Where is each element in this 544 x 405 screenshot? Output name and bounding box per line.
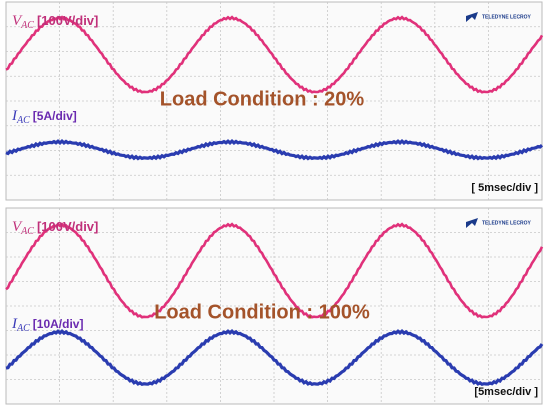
current-subscript: AC: [16, 323, 30, 334]
logo: TELEDYNE LECROY: [482, 220, 532, 226]
voltage-scale: [100V/div]: [37, 13, 98, 28]
voltage-subscript: AC: [20, 226, 34, 237]
current-subscript: AC: [16, 115, 30, 126]
timebase: [5msec/div ]: [474, 386, 538, 398]
scope-panel: VAC[100V/div]IAC[10A/div]Load Condition …: [6, 208, 542, 404]
current-scale: [10A/div]: [33, 317, 84, 331]
timebase: [ 5msec/div ]: [471, 182, 538, 194]
current-scale: [5A/div]: [33, 109, 77, 123]
load-condition: Load Condition : 20%: [160, 88, 365, 110]
oscilloscope-figure: VAC[100V/div]IAC[5A/div]Load Condition :…: [0, 0, 544, 405]
load-condition: Load Condition : 100%: [154, 301, 370, 323]
scope-panel: VAC[100V/div]IAC[5A/div]Load Condition :…: [6, 2, 542, 200]
logo: TELEDYNE LECROY: [482, 14, 532, 20]
voltage-subscript: AC: [20, 20, 34, 31]
voltage-scale: [100V/div]: [37, 219, 98, 234]
